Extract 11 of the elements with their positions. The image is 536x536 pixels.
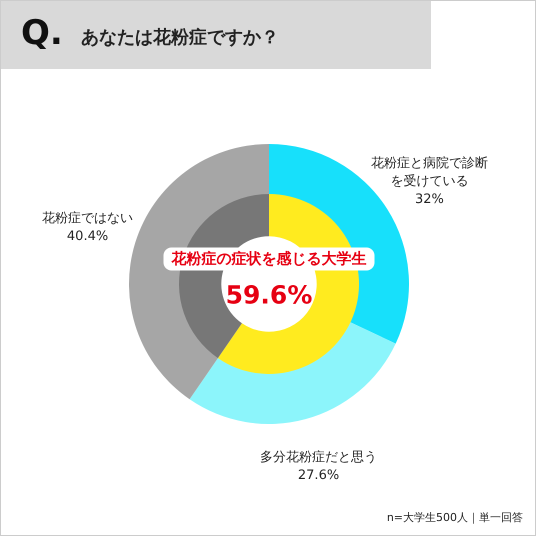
slice-label: 花粉症と病院で診断を受けている	[370, 155, 489, 192]
data-label: 32%	[414, 191, 445, 210]
text: Q.	[21, 13, 63, 53]
slice-label: 花粉症の症状を感じる大学生	[164, 248, 374, 270]
text: n=大学生500人｜単一回答	[386, 510, 523, 525]
data-label: 40.4%	[66, 228, 110, 246]
chart-title: あなたは花粉症ですか？	[81, 26, 279, 49]
data-label: 59.6%	[226, 280, 312, 310]
data-label: 27.6%	[296, 467, 340, 486]
slice-label: 多分花粉症だと思う	[259, 449, 378, 468]
slice-label: 花粉症ではない	[41, 210, 134, 228]
